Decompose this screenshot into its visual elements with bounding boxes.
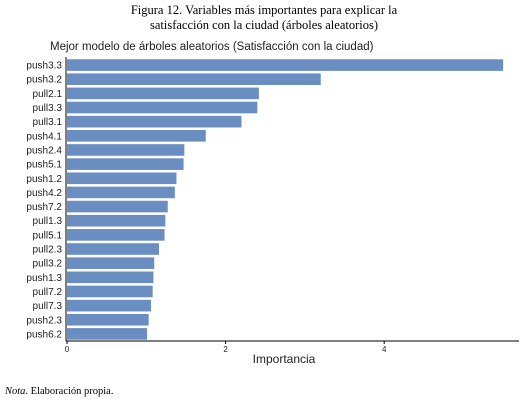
bar-push1.3	[67, 271, 154, 284]
y-tick-label: push1.3	[26, 273, 62, 284]
y-tick-label: push3.3	[26, 61, 62, 72]
y-tick-label: pull3.3	[33, 103, 63, 114]
bar-pull2.3	[67, 243, 159, 255]
y-tick-label: push2.3	[26, 315, 62, 326]
y-tick-label: push4.2	[26, 188, 62, 199]
note-label: Nota	[5, 386, 26, 397]
figure-title-line-1: Figura 12. Variables más importantes par…	[130, 3, 398, 17]
bar-push2.3	[67, 313, 149, 326]
chart-title: Mejor modelo de árboles aleatorios (Sati…	[50, 41, 374, 53]
y-tick-label: push5.1	[26, 160, 62, 171]
bar-push2.4	[67, 144, 185, 156]
x-tick-label: 0	[65, 345, 70, 354]
y-tick-label: pull2.1	[33, 89, 63, 100]
y-tick-label: pull7.3	[33, 301, 63, 312]
y-tick-label: pull2.3	[33, 245, 63, 256]
figure-caption: Figura 12. Variables más importantes par…	[0, 3, 528, 33]
bar-pull3.2	[67, 257, 155, 269]
figure-title-line-2: satisfacción con la ciudad (árboles alea…	[149, 18, 379, 32]
x-tick-label: 2	[223, 345, 228, 354]
y-tick-label: push6.2	[26, 329, 62, 340]
bar-push3.2	[67, 73, 321, 86]
x-axis-label: Importancia	[253, 352, 316, 366]
bar-chart: Mejor modelo de árboles aleatorios (Sati…	[26, 41, 519, 366]
bar-push3.3	[67, 59, 504, 71]
y-tick-label: push7.2	[26, 202, 62, 213]
note-text: . Elaboración propia.	[25, 386, 114, 397]
bar-push6.2	[67, 328, 148, 340]
bar-pull5.1	[67, 229, 165, 241]
bar-push4.2	[67, 186, 175, 199]
y-tick-label: push3.2	[26, 75, 62, 86]
bar-push5.1	[67, 158, 184, 170]
bar-push1.2	[67, 172, 177, 185]
y-tick-label: pull5.1	[33, 230, 63, 241]
bar-pull3.3	[67, 101, 258, 114]
bars-group	[67, 59, 504, 340]
y-tick-label: pull7.2	[33, 287, 63, 298]
bar-push4.1	[67, 130, 206, 142]
y-tick-label: push4.1	[26, 131, 62, 142]
x-tick-label: 4	[382, 345, 387, 354]
bar-pull2.1	[67, 87, 259, 100]
y-tick-label: pull3.1	[33, 117, 63, 128]
x-ticks: 0 2 4	[65, 341, 387, 354]
y-tick-label: pull3.2	[33, 259, 63, 270]
bar-pull7.3	[67, 299, 152, 312]
bar-pull7.2	[67, 285, 153, 298]
figure-note: Nota. Elaboración propia.	[5, 386, 113, 397]
y-tick-labels: push3.3 push3.2 pull2.1 pull3.3 pull3.1 push4…	[26, 61, 62, 341]
bar-push7.2	[67, 200, 168, 213]
y-tick-label: push2.4	[26, 145, 62, 156]
bar-pull1.3	[67, 214, 166, 227]
y-tick-label: pull1.3	[33, 216, 63, 227]
y-tick-label: push1.2	[26, 174, 62, 185]
bar-pull3.1	[67, 115, 242, 128]
